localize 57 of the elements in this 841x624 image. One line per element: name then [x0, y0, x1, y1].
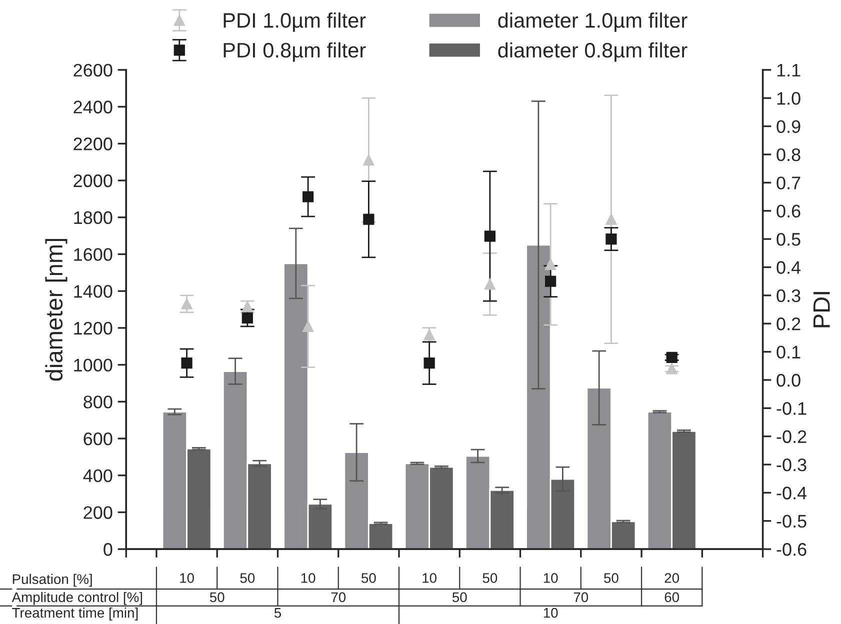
y2-tick-label: 0.1: [776, 346, 800, 359]
text: 60: [664, 592, 680, 602]
y2-tick-label: 0.5: [776, 232, 800, 246]
y-tick-label: 2000: [74, 174, 112, 188]
legend-label: diameter 1.0µm filter: [498, 12, 688, 32]
x-tick-label: 10: [422, 573, 436, 583]
y2-tick-label: -0.5: [776, 514, 806, 528]
text: 70: [331, 592, 346, 602]
x-tick-label: 10: [544, 573, 558, 583]
y-tick-label: 600: [84, 432, 112, 446]
x-tick-label: 50: [240, 573, 255, 583]
x-tick-label: 50: [482, 573, 498, 583]
y-tick-label: 2400: [74, 100, 112, 114]
y2-axis-title: PDI: [814, 292, 830, 328]
y-tick-label: 1600: [74, 248, 112, 261]
text: 50: [452, 592, 467, 602]
y2-tick-label: -0.1: [776, 402, 806, 415]
x-tick-label: 10: [180, 573, 194, 583]
legend-label: PDI 1.0µm filter: [224, 12, 366, 32]
y2-tick-label: 0.9: [776, 120, 800, 133]
text: Pulsation [%]: [12, 574, 92, 587]
x-tick-label: 50: [604, 573, 618, 583]
y-tick-label: 400: [83, 469, 112, 482]
legend-label: diameter 0.8µm filter: [498, 42, 688, 62]
y-tick-label: 1000: [74, 358, 112, 372]
y-tick-label: 1400: [74, 285, 112, 298]
text: 5: [274, 608, 282, 618]
y-tick-label: 0: [104, 543, 112, 556]
x-tick-label: 50: [362, 573, 376, 583]
text: Amplitude control [%]: [12, 592, 142, 605]
legend-label: PDI 0.8µm filter: [224, 42, 366, 62]
y2-tick-label: 0.4: [776, 261, 801, 274]
y2-tick-label: -0.4: [776, 486, 807, 500]
y-tick-label: 1200: [74, 322, 112, 335]
x-tick-label: 20: [664, 573, 680, 583]
y2-tick-label: 0.0: [776, 374, 800, 387]
y2-tick-label: 1.0: [777, 92, 800, 105]
y2-tick-label: 0.6: [776, 204, 800, 218]
y-tick-label: 800: [84, 396, 112, 408]
y2-tick-label: 0.7: [776, 176, 800, 190]
y-tick-label: 200: [84, 506, 112, 519]
y2-tick-label: -0.2: [776, 430, 806, 444]
y2-tick-label: -0.3: [776, 458, 806, 472]
text: Treatment time [min]: [12, 608, 138, 620]
y-tick-label: 1800: [74, 211, 112, 224]
y-axis-title: diameter [nm]: [45, 239, 68, 381]
text: 10: [544, 608, 558, 618]
text: 70: [574, 592, 588, 602]
y2-tick-label: -0.6: [776, 543, 806, 556]
y2-tick-label: 0.3: [776, 289, 800, 302]
y2-tick-label: 0.8: [776, 148, 800, 162]
y-tick-label: 2200: [74, 138, 112, 150]
text: 50: [210, 592, 224, 602]
y2-tick-label: 0.2: [776, 318, 800, 330]
y2-tick-label: 1.1: [777, 64, 800, 76]
x-tick-label: 10: [301, 573, 316, 583]
y-tick-label: 2600: [74, 64, 112, 77]
